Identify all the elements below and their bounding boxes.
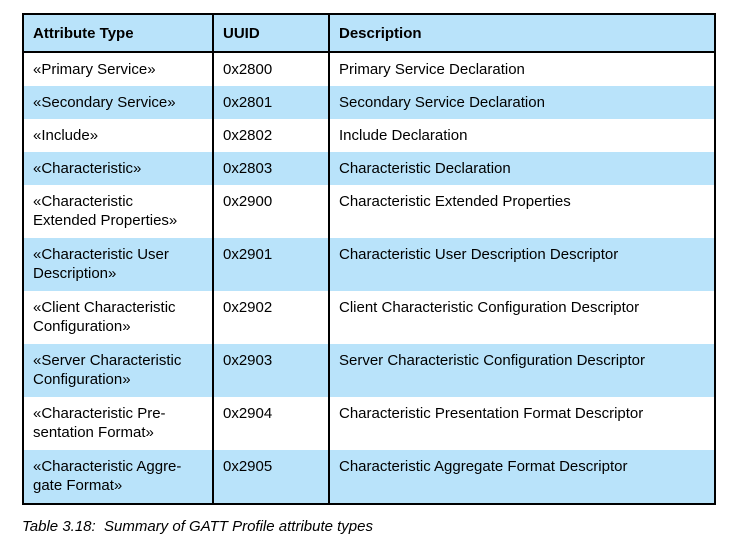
uuid-cell: 0x2903 [212,344,330,397]
table-row: «Characteristic User Description» 0x2901… [22,238,716,291]
attribute-type-cell: «Primary Service» [22,52,214,86]
description-cell: Characteristic User Description Descript… [328,238,716,291]
table-header: Attribute Type UUID Description [22,14,716,53]
uuid-cell: 0x2802 [212,119,330,152]
description-cell: Characteristic Aggregate Format Descript… [328,450,716,504]
table-row: «Include» 0x2802 Include Declaration [22,119,716,152]
table-body: «Primary Service» 0x2800 Primary Service… [22,52,716,504]
description-cell: Server Characteristic Configuration Desc… [328,344,716,397]
description-cell: Primary Service Declaration [328,52,716,86]
header-row: Attribute Type UUID Description [22,14,716,53]
uuid-cell: 0x2803 [212,152,330,185]
gatt-attribute-types-table: Attribute Type UUID Description «Primary… [22,13,716,505]
description-cell: Client Characteristic Configuration Desc… [328,291,716,344]
description-cell: Characteristic Extended Properties [328,185,716,238]
table-row: «Server Characteristic Configuration» 0x… [22,344,716,397]
attribute-type-cell: «Characteristic User Description» [22,238,214,291]
uuid-cell: 0x2905 [212,450,330,504]
attribute-type-cell: «Characteristic Aggre- gate Format» [22,450,214,504]
attribute-type-cell: «Server Characteristic Configuration» [22,344,214,397]
description-cell: Secondary Service Declaration [328,86,716,119]
attribute-type-cell: «Client Characteristic Configuration» [22,291,214,344]
uuid-cell: 0x2904 [212,397,330,450]
column-header-attribute-type: Attribute Type [22,14,214,53]
attribute-type-cell: «Secondary Service» [22,86,214,119]
table-row: «Characteristic Extended Properties» 0x2… [22,185,716,238]
attribute-type-cell: «Include» [22,119,214,152]
column-header-uuid: UUID [212,14,330,53]
table-row: «Client Characteristic Configuration» 0x… [22,291,716,344]
table-caption: Table 3.18: Summary of GATT Profile attr… [22,518,373,535]
attribute-type-cell: «Characteristic Pre- sentation Format» [22,397,214,450]
uuid-cell: 0x2901 [212,238,330,291]
attribute-type-cell: «Characteristic» [22,152,214,185]
table-row: «Characteristic Pre- sentation Format» 0… [22,397,716,450]
table-row: «Characteristic Aggre- gate Format» 0x29… [22,450,716,504]
column-header-description: Description [328,14,716,53]
attribute-type-cell: «Characteristic Extended Properties» [22,185,214,238]
table-row: «Primary Service» 0x2800 Primary Service… [22,52,716,86]
description-cell: Characteristic Declaration [328,152,716,185]
uuid-cell: 0x2900 [212,185,330,238]
table-row: «Secondary Service» 0x2801 Secondary Ser… [22,86,716,119]
uuid-cell: 0x2800 [212,52,330,86]
description-cell: Characteristic Presentation Format Descr… [328,397,716,450]
description-cell: Include Declaration [328,119,716,152]
table-row: «Characteristic» 0x2803 Characteristic D… [22,152,716,185]
uuid-cell: 0x2902 [212,291,330,344]
uuid-cell: 0x2801 [212,86,330,119]
